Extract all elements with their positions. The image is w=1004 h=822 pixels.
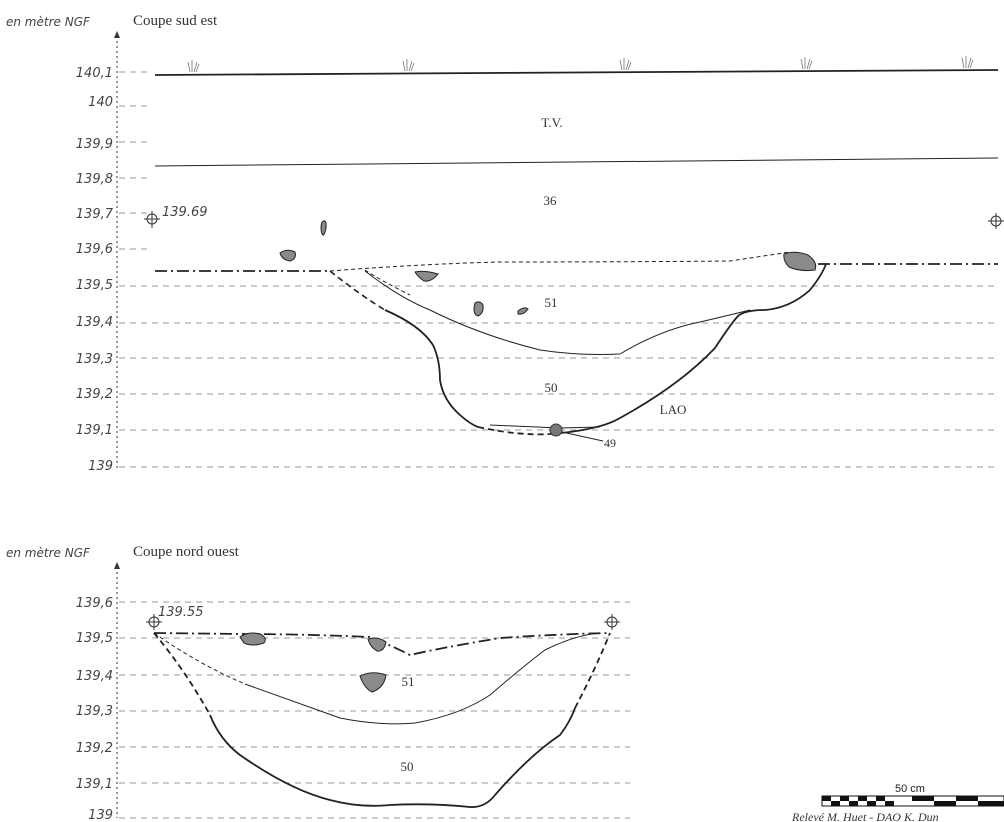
layer-label-50: 50 [401,759,414,774]
datum-target-icon [604,614,620,630]
axis-arrow-icon [114,31,120,38]
grid-lines [119,285,998,468]
tick-label: 139,9 [76,137,113,152]
stone-icon [239,632,266,646]
tick-label: 139,3 [76,704,113,719]
layer-boundary-dashed [153,632,246,685]
tick-label: 139,2 [76,387,113,402]
stone-icon [517,307,529,315]
credit-text: Relevé M. Huet - DAO K. Dun [791,810,939,822]
pit-outline-dashed [574,632,611,709]
tick-labels: 140,1 140 139,9 139,8 139,7 139,6 139,5 … [76,66,114,474]
tick-labels: 139,6 139,5 139,4 139,3 139,2 139,1 139 [76,596,113,822]
pit-outline [209,707,576,808]
layer-label-51: 51 [545,295,558,310]
pit-base-dashed [477,426,551,436]
unit-label: en mètre NGF [6,15,91,29]
tick-label: 139,4 [76,669,113,684]
datum-target-icon [144,211,160,228]
tick-label: 139,7 [76,207,114,222]
tick-label: 139,5 [76,278,113,293]
stone-icon [359,672,387,693]
scale-bar: 50 cm [821,783,1004,807]
layer-boundary-dashed [364,269,411,296]
tick-label: 139,5 [76,631,113,646]
pit-outline-west [384,309,479,428]
datum-target-icon [988,213,1004,229]
tick-label: 139 [88,459,113,474]
stone-icon [783,251,817,272]
stripping-level-line [153,632,611,656]
section-title: Coupe sud est [133,13,218,29]
section-sud-est: en mètre NGF Coupe sud est 140,1 140 139… [6,13,1004,474]
layer-boundary-51-50 [244,632,601,725]
axis-arrow-icon [114,562,120,569]
tick-label: 139,1 [76,777,113,792]
layer-label-50: 50 [545,380,558,395]
tick-label: 139,6 [76,242,113,257]
datum-label: 139.69 [162,205,208,220]
section-title: Coupe nord ouest [133,544,240,560]
layer-boundary-base [489,424,601,429]
grass-icon [187,56,974,73]
layer-label-tv: T.V. [541,115,562,130]
tick-label: 139,6 [76,596,113,611]
layer-label-36: 36 [544,193,558,208]
pit-outline-east [549,263,827,435]
tick-label: 139,1 [76,423,113,438]
stone-icon [414,270,439,282]
stone-icon [279,249,296,262]
tick-label: 139,4 [76,315,113,330]
leader-line [561,431,604,442]
pit-upper-boundary [329,251,791,272]
sample-point-icon [549,423,563,437]
tick-label: 139,2 [76,741,113,756]
tick-label: 139 [88,808,113,822]
layer-boundary-51-50 [364,270,751,355]
ground-surface-line [154,69,999,76]
pit-outline-dashed [329,270,386,311]
datum-target-icon [146,614,162,630]
stone-icon [320,220,327,236]
sample-label: 49 [604,436,616,450]
stone-icon [367,637,387,652]
pit-outline-dashed [153,632,211,716]
scale-bar-label: 50 cm [895,783,925,795]
layer-label-51: 51 [402,674,415,689]
tick-label: 140,1 [76,66,113,81]
layer-label-lao: LAO [660,402,687,417]
layer-boundary-tv [154,157,999,167]
tick-label: 140 [88,95,113,110]
unit-label: en mètre NGF [6,546,91,560]
datum-label: 139.55 [158,605,204,620]
tick-label: 139,3 [76,352,113,367]
stone-icon [473,301,484,317]
section-nord-ouest: en mètre NGF Coupe nord ouest 139,6 139,… [6,544,630,822]
axis-ticks [119,71,150,250]
tick-label: 139,8 [76,172,113,187]
